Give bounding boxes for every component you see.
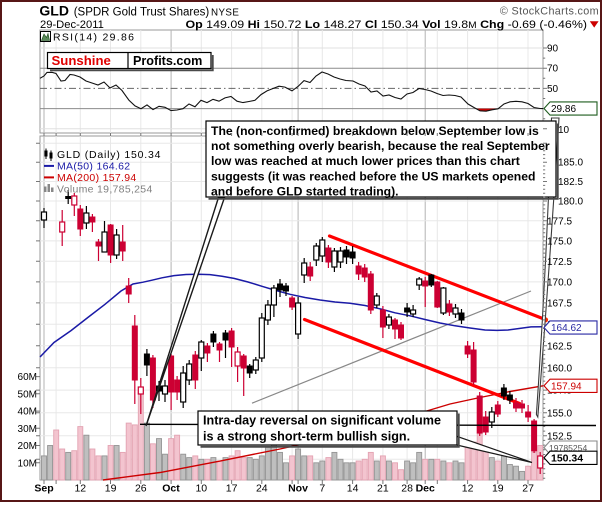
svg-text:7: 7 [319,483,325,495]
svg-text:150.34: 150.34 [551,452,583,464]
svg-text:MA(200) 157.94: MA(200) 157.94 [57,172,137,184]
svg-text:Sep: Sep [34,483,53,495]
svg-text:157.94: 157.94 [551,381,582,392]
svg-text:172.5: 172.5 [547,257,572,268]
svg-text:175.0: 175.0 [547,236,572,247]
svg-text:50M: 50M [18,389,37,400]
svg-text:19: 19 [105,483,117,495]
svg-text:10: 10 [558,125,570,136]
svg-text:Volume 19,785,254: Volume 19,785,254 [57,183,153,195]
svg-text:19: 19 [492,483,504,495]
svg-text:20M: 20M [18,441,37,452]
svg-text:29.86: 29.86 [551,104,576,115]
svg-text:© StockCharts.com: © StockCharts.com [500,6,599,18]
svg-text:185.0: 185.0 [558,158,583,169]
svg-text:Profits.com: Profits.com [133,54,202,68]
svg-text:12: 12 [74,483,86,495]
svg-text:177.5: 177.5 [547,216,572,227]
svg-text:Oct: Oct [162,483,180,495]
svg-text:70: 70 [547,64,559,75]
svg-text:GLD: GLD [39,2,69,18]
svg-text:155.0: 155.0 [547,408,572,419]
svg-text:14: 14 [347,483,359,495]
svg-text:Intra-day reversal on signific: Intra-day reversal on significant volume [203,414,441,428]
svg-text:180.0: 180.0 [558,197,583,208]
svg-text:27: 27 [522,483,534,495]
svg-text:29-Dec-2011: 29-Dec-2011 [40,19,104,31]
svg-text:152.5: 152.5 [547,431,572,442]
svg-text:164.62: 164.62 [551,323,582,334]
svg-text:and before GLD started trading: and before GLD started trading). [211,185,399,199]
svg-text:GLD (Daily) 150.34: GLD (Daily) 150.34 [57,149,161,161]
svg-text:not something overly bearish,: not something overly bearish, because th… [211,139,550,153]
svg-text:167.5: 167.5 [547,298,572,309]
svg-text:suggests (it was reached befor: suggests (it was reached before the US m… [211,169,535,183]
svg-text:Nov: Nov [288,483,308,495]
svg-text:90: 90 [547,44,559,55]
svg-text:is a strong short-term bullish: is a strong short-term bullish sign. [203,430,410,444]
svg-text:182.5: 182.5 [558,177,583,188]
svg-text:MA(50) 164.62: MA(50) 164.62 [57,161,130,173]
svg-text:RSI(14) 29.86: RSI(14) 29.86 [53,32,135,44]
svg-text:170.0: 170.0 [547,277,572,288]
svg-text:10: 10 [195,483,207,495]
svg-text:26: 26 [135,483,147,495]
svg-text:28: 28 [401,483,413,495]
svg-text:30M: 30M [18,424,37,435]
svg-text:NYSE: NYSE [211,7,239,18]
svg-text:Sunshine: Sunshine [52,53,111,68]
svg-text:10M: 10M [18,458,37,469]
svg-text:Dec: Dec [416,483,435,495]
svg-text:21: 21 [377,483,389,495]
svg-text:(SPDR Gold Trust Shares): (SPDR Gold Trust Shares) [74,6,210,18]
svg-text:low was reached at much lower: low was reached at much lower prices tha… [211,154,520,168]
svg-text:24: 24 [256,483,268,495]
svg-text:40M: 40M [18,407,37,418]
svg-text:17: 17 [226,483,238,495]
svg-text:The (non-confirmed) breakdown: The (non-confirmed) breakdown below Sept… [211,124,539,138]
svg-text:19785254: 19785254 [549,443,587,453]
svg-text:160.0: 160.0 [547,363,572,374]
svg-text:50: 50 [547,84,559,95]
svg-text:162.5: 162.5 [547,341,572,352]
svg-text:Op 149.09 Hi 150.72 Lo 148.27: Op 149.09 Hi 150.72 Lo 148.27 Cl 150.34 … [186,19,588,31]
svg-text:12: 12 [462,483,474,495]
svg-text:60M: 60M [18,372,37,383]
